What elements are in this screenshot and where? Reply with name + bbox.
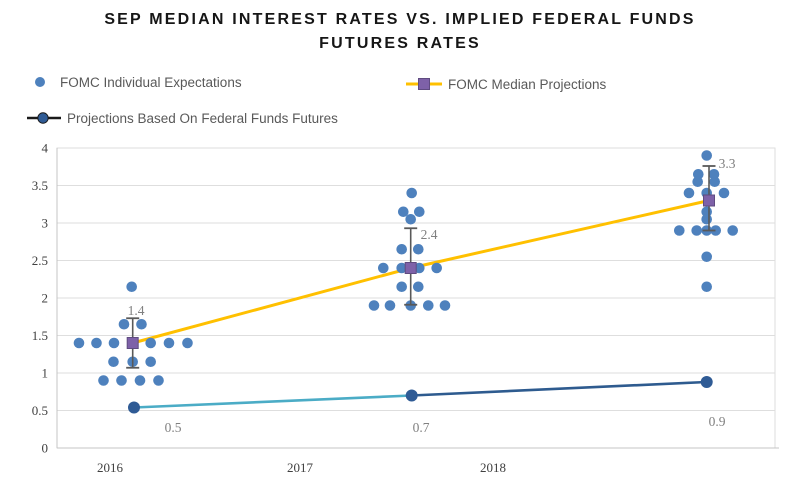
futures-dot bbox=[700, 376, 713, 388]
fomc-expectation-dot bbox=[98, 375, 109, 386]
fomc-expectation-dot bbox=[384, 300, 396, 311]
fomc-expectation-dot bbox=[727, 225, 738, 236]
fomc-expectation-dot bbox=[145, 356, 156, 368]
median-square-marker bbox=[404, 262, 417, 274]
futures-dot bbox=[405, 389, 418, 402]
data-label: 0.9 bbox=[709, 414, 726, 429]
fomc-expectation-dot bbox=[431, 262, 443, 274]
fomc-expectation-dot bbox=[134, 375, 146, 386]
legend-item-median-projections: FOMC Median Projections bbox=[406, 76, 606, 92]
data-label: 3.3 bbox=[719, 156, 736, 171]
fomc-expectation-dot bbox=[116, 375, 127, 386]
data-label: 0.5 bbox=[165, 420, 182, 435]
y-axis-tick-label: 2 bbox=[42, 291, 49, 306]
fomc-expectation-dot bbox=[405, 213, 417, 225]
y-axis-tick-label: 1 bbox=[42, 366, 49, 381]
fomc-expectation-dot bbox=[709, 176, 720, 188]
fomc-expectation-dot bbox=[368, 300, 380, 311]
fomc-expectation-dot bbox=[396, 262, 408, 274]
legend-item-individual-expectations: FOMC Individual Expectations bbox=[34, 74, 242, 90]
fomc-expectation-dot bbox=[692, 176, 703, 188]
futures-line-segment bbox=[133, 394, 412, 409]
fomc-expectation-dot bbox=[378, 262, 389, 274]
futures-line-segment bbox=[411, 380, 707, 397]
fomc-expectation-dot bbox=[710, 225, 721, 236]
y-axis-tick-label: 2.5 bbox=[32, 253, 48, 268]
fomc-expectation-dot bbox=[118, 318, 130, 330]
chart-title-line1: SEP MEDIAN INTEREST RATES VS. IMPLIED FE… bbox=[104, 11, 696, 28]
fomc-expectation-dot bbox=[153, 375, 164, 386]
fomc-expectation-dot bbox=[439, 300, 451, 311]
x-axis-tick-label: 2016 bbox=[97, 460, 124, 475]
fomc-expectation-dot bbox=[718, 187, 730, 199]
fomc-expectation-dot bbox=[145, 337, 156, 349]
y-axis-tick-label: 0 bbox=[42, 441, 49, 456]
chart-title: SEP MEDIAN INTEREST RATES VS. IMPLIED FE… bbox=[0, 8, 800, 56]
legend-label: Projections Based On Federal Funds Futur… bbox=[67, 110, 338, 126]
fomc-expectation-dot bbox=[406, 187, 418, 199]
line-navy-dot-icon bbox=[27, 111, 61, 125]
blue-dot-icon bbox=[34, 75, 46, 89]
fomc-expectation-dot bbox=[126, 281, 137, 293]
fomc-expectation-dot bbox=[163, 337, 175, 349]
x-axis-tick-label: 2018 bbox=[480, 460, 506, 475]
y-axis-tick-label: 4 bbox=[42, 141, 49, 156]
fomc-expectation-dot bbox=[414, 206, 425, 218]
fomc-expectation-dot bbox=[691, 225, 702, 236]
fomc-expectation-dot bbox=[701, 150, 712, 161]
legend-label: FOMC Individual Expectations bbox=[60, 74, 242, 90]
fomc-expectation-dot bbox=[136, 318, 147, 330]
x-axis-tick-label: 2017 bbox=[287, 460, 314, 475]
y-axis-tick-label: 3.5 bbox=[32, 178, 48, 193]
legend-label: FOMC Median Projections bbox=[448, 76, 607, 92]
median-square-marker bbox=[126, 337, 139, 349]
fomc-expectation-dot bbox=[701, 213, 712, 225]
data-label: 2.4 bbox=[421, 227, 438, 242]
gold-line-purple-square-icon bbox=[406, 77, 442, 91]
y-axis-tick-label: 3 bbox=[42, 216, 49, 231]
legend-item-futures-projections: Projections Based On Federal Funds Futur… bbox=[27, 110, 338, 126]
data-label: 1.4 bbox=[128, 303, 145, 318]
futures-dot bbox=[128, 401, 140, 414]
fomc-expectation-dot bbox=[91, 337, 102, 349]
fomc-expectation-dot bbox=[73, 337, 85, 349]
fomc-expectation-dot bbox=[701, 281, 712, 293]
fomc-expectation-dot bbox=[396, 281, 408, 293]
fomc-expectation-dot bbox=[683, 187, 695, 199]
fomc-expectation-dot bbox=[398, 206, 409, 218]
fomc-expectation-dot bbox=[701, 251, 712, 263]
fomc-expectation-dot bbox=[423, 300, 434, 311]
y-axis-tick-label: 1.5 bbox=[32, 328, 48, 343]
fomc-expectation-dot bbox=[413, 243, 424, 255]
data-label: 0.7 bbox=[413, 420, 430, 435]
fomc-expectation-dot bbox=[674, 225, 685, 236]
fomc-expectation-dot bbox=[108, 356, 119, 368]
y-axis-tick-label: 0.5 bbox=[32, 403, 48, 418]
chart-title-line2: FUTURES RATES bbox=[319, 35, 481, 52]
fomc-expectation-dot bbox=[396, 243, 408, 255]
median-square-marker bbox=[703, 194, 715, 207]
fomc-expectation-dot bbox=[108, 337, 120, 349]
fomc-expectation-dot bbox=[413, 281, 424, 293]
fomc-expectation-dot bbox=[182, 337, 193, 349]
